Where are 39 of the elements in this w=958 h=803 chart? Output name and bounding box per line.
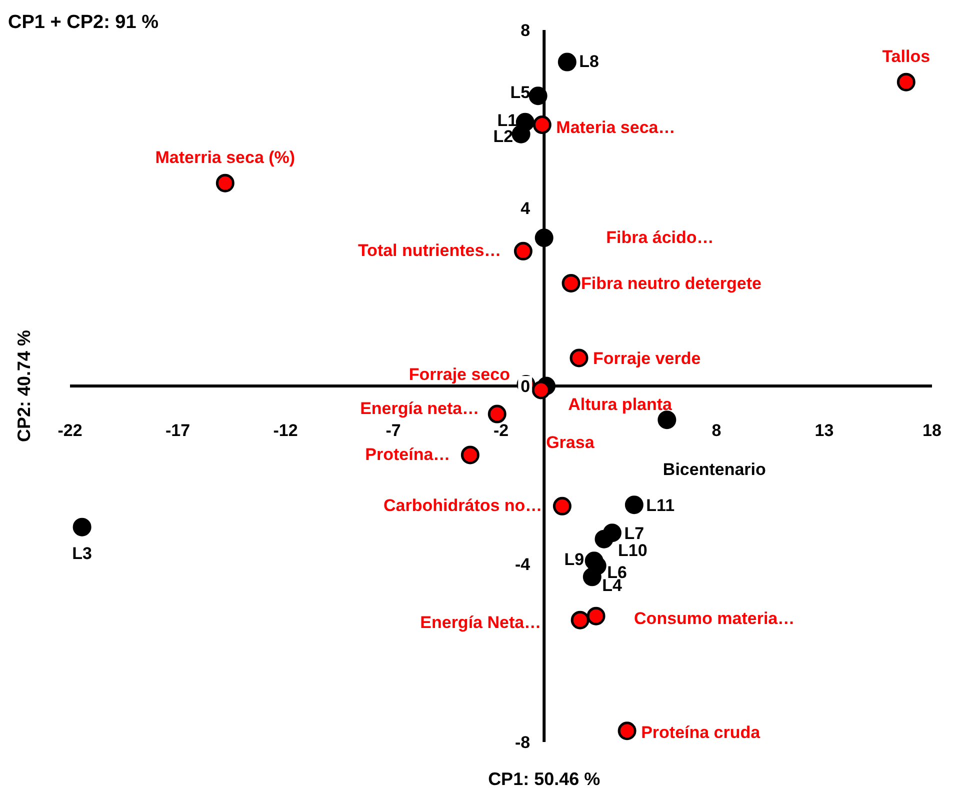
data-label: Carbohidrátos no… — [384, 496, 542, 516]
data-label: Proteína… — [365, 444, 450, 464]
data-label: Tallos — [882, 47, 930, 66]
data-label: L7 — [624, 524, 644, 543]
x-tick-label: 13 — [814, 421, 834, 440]
data-label: Consumo materia… — [634, 609, 795, 628]
data-label: L5 — [510, 82, 530, 102]
x-tick-label: -7 — [386, 421, 401, 440]
x-tick-label: -17 — [165, 421, 190, 440]
x-tick-label: -22 — [58, 421, 82, 440]
data-label: L10 — [618, 541, 648, 560]
data-label: L11 — [646, 496, 675, 515]
y-axis-title: CP2: 40.74 % — [14, 330, 34, 442]
data-label: Proteína cruda — [641, 722, 761, 742]
data-label: Energía Neta… — [420, 613, 542, 632]
y-tick-label: -8 — [514, 733, 530, 752]
data-label: Bicentenario — [662, 460, 766, 479]
data-label: Materria seca (%) — [155, 148, 296, 168]
data-label: Forraje seco — [408, 365, 510, 384]
x-tick-label: 8 — [712, 421, 722, 440]
x-tick-label: 18 — [922, 421, 942, 440]
data-label: Grasa — [546, 433, 595, 452]
data-label: Energía neta… — [360, 399, 480, 418]
data-label: L9 — [564, 550, 584, 569]
x-tick-label: -12 — [273, 421, 298, 440]
chart-title: CP1 + CP2: 91 % — [8, 12, 159, 33]
data-label: L3 — [72, 544, 92, 564]
data-label: Materia seca… — [556, 118, 676, 137]
data-label: Total nutrientes… — [358, 241, 502, 260]
y-tick-label: -4 — [514, 555, 531, 574]
x-axis-title: CP1: 50.46 % — [488, 769, 600, 789]
data-label: L8 — [579, 52, 599, 72]
data-label: Fibra neutro detergete — [581, 274, 762, 294]
data-label: Forraje verde — [593, 348, 701, 368]
annotation: Fibra ácido… — [606, 228, 714, 247]
x-tick-label: -2 — [493, 421, 509, 440]
y-tick-label: 4 — [520, 199, 531, 218]
y-tick-label: 8 — [520, 21, 530, 40]
annotation: Altura planta — [568, 395, 673, 414]
